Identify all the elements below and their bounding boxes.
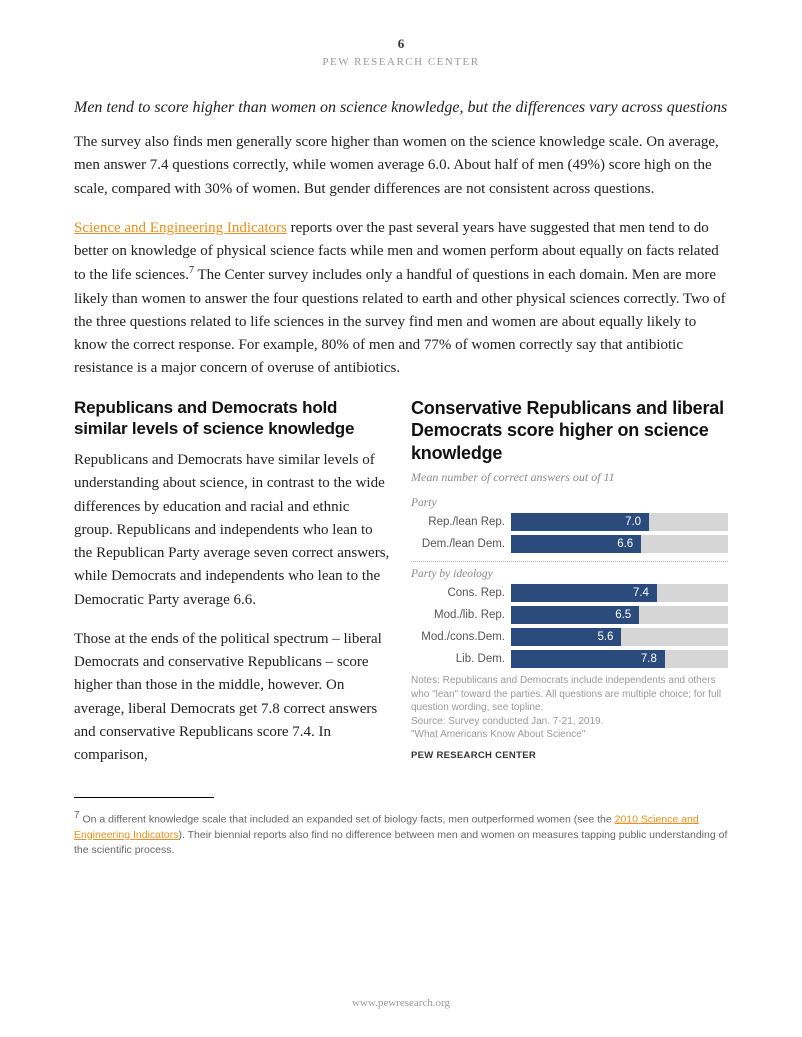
- bar-row: Dem./lean Dem.6.6: [411, 535, 728, 553]
- chart-group-label-party: Party: [411, 497, 728, 509]
- bar-track: 7.4: [511, 584, 728, 602]
- left-paragraph-1: Republicans and Democrats have similar l…: [74, 449, 391, 612]
- chart-notes: Notes: Republicans and Democrats include…: [411, 674, 728, 742]
- section-heading: Republicans and Democrats hold similar l…: [74, 397, 391, 440]
- bar-fill: 7.4: [511, 584, 657, 602]
- bar-label: Cons. Rep.: [411, 587, 511, 599]
- footnote-7: 7 On a different knowledge scale that in…: [74, 809, 728, 858]
- paragraph-1: The survey also finds men generally scor…: [74, 131, 728, 201]
- chart-notes-line1: Notes: Republicans and Democrats include…: [411, 675, 721, 713]
- bar-fill: 6.6: [511, 535, 641, 553]
- chart-subtitle: Mean number of correct answers out of 11: [411, 470, 728, 485]
- paragraph-2: Science and Engineering Indicators repor…: [74, 217, 728, 381]
- bar-row: Rep./lean Rep.7.0: [411, 513, 728, 531]
- para2-part-b: The Center survey includes only a handfu…: [74, 267, 726, 376]
- page-container: 6 PEW RESEARCH CENTER Men tend to score …: [0, 0, 802, 1037]
- bar-label: Dem./lean Dem.: [411, 538, 511, 550]
- footnote-rule: [74, 797, 214, 798]
- bar-label: Mod./cons.Dem.: [411, 631, 511, 643]
- bar-row: Cons. Rep.7.4: [411, 584, 728, 602]
- left-column: Republicans and Democrats hold similar l…: [74, 397, 391, 768]
- bar-track: 7.8: [511, 650, 728, 668]
- bar-row: Lib. Dem.7.8: [411, 650, 728, 668]
- bar-label: Mod./lib. Rep.: [411, 609, 511, 621]
- chart-notes-line3: "What Americans Know About Science": [411, 729, 585, 740]
- bar-row: Mod./lib. Rep.6.5: [411, 606, 728, 624]
- bar-label: Rep./lean Rep.: [411, 516, 511, 528]
- bar-track: 6.6: [511, 535, 728, 553]
- footnote-text-1: On a different knowledge scale that incl…: [80, 813, 615, 825]
- chart-notes-line2: Source: Survey conducted Jan. 7-21, 2019…: [411, 716, 603, 727]
- chart-group-party: Rep./lean Rep.7.0Dem./lean Dem.6.6: [411, 513, 728, 553]
- chart-title: Conservative Republicans and liberal Dem…: [411, 397, 728, 465]
- bar-row: Mod./cons.Dem.5.6: [411, 628, 728, 646]
- bar-track: 6.5: [511, 606, 728, 624]
- footer-url: www.pewresearch.org: [0, 997, 802, 1009]
- bar-fill: 6.5: [511, 606, 639, 624]
- bar-fill: 7.0: [511, 513, 649, 531]
- two-column-region: Republicans and Democrats hold similar l…: [74, 397, 728, 768]
- chart-source-brand: PEW RESEARCH CENTER: [411, 750, 728, 761]
- bar-track: 7.0: [511, 513, 728, 531]
- chart-group-separator: [411, 561, 728, 562]
- bar-label: Lib. Dem.: [411, 653, 511, 665]
- left-paragraph-2: Those at the ends of the political spect…: [74, 628, 391, 768]
- chart-group-label-ideology: Party by ideology: [411, 568, 728, 580]
- subheading-italic: Men tend to score higher than women on s…: [74, 96, 728, 119]
- bar-track: 5.6: [511, 628, 728, 646]
- org-header: PEW RESEARCH CENTER: [74, 56, 728, 68]
- chart-group-ideology: Cons. Rep.7.4Mod./lib. Rep.6.5Mod./cons.…: [411, 584, 728, 668]
- chart-panel: Conservative Republicans and liberal Dem…: [411, 397, 728, 768]
- page-number: 6: [74, 36, 728, 52]
- bar-fill: 5.6: [511, 628, 621, 646]
- bar-fill: 7.8: [511, 650, 665, 668]
- sei-link[interactable]: Science and Engineering Indicators: [74, 220, 287, 236]
